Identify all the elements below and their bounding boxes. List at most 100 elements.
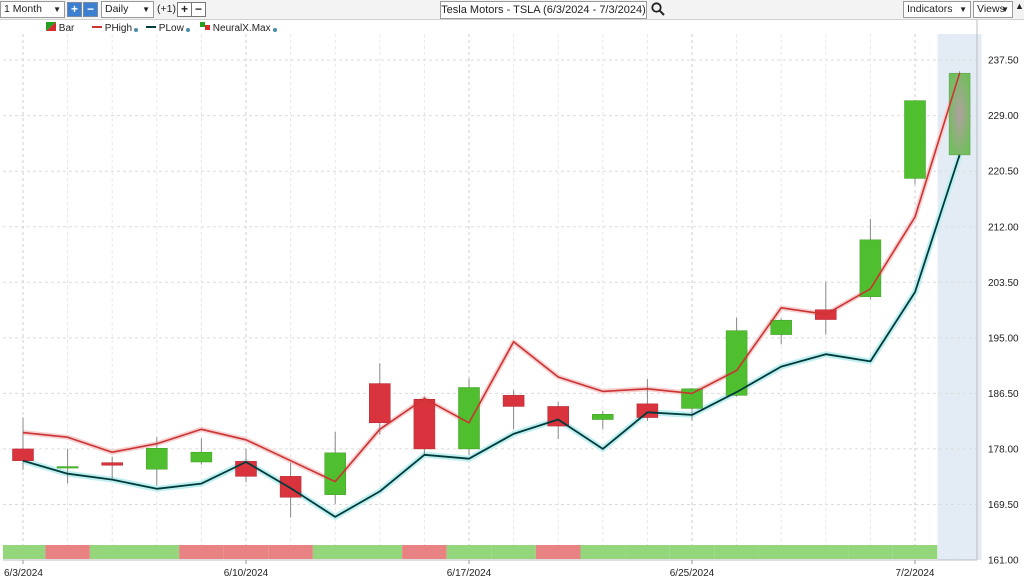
legend-settings-dot[interactable] [272, 28, 277, 32]
neuralx-strip-segment [3, 545, 46, 559]
candle-body [904, 100, 926, 179]
candle-body [369, 383, 391, 424]
y-tick-label: 161.00 [988, 556, 1019, 567]
neuralx-strip-segment [892, 545, 938, 559]
interval-select[interactable]: Daily ▼ [101, 1, 154, 18]
indicators-select[interactable]: Indicators ▼ [903, 1, 971, 18]
views-select[interactable]: Views ▼ [973, 1, 1013, 18]
y-tick-label: 237.50 [988, 56, 1019, 67]
candle-body [56, 466, 79, 469]
candle-body [681, 388, 703, 409]
collapse-arrow-icon[interactable]: ▲ [1015, 1, 1024, 11]
bar-swatch-icon [200, 22, 210, 30]
neuralx-strip-segment [179, 545, 224, 559]
neuralx-strip-segment [535, 545, 581, 559]
offset-label: (+1) [157, 3, 176, 15]
plus-icon: + [70, 2, 78, 16]
phigh-line [22, 72, 961, 483]
x-tick-label: 6/25/2024 [670, 568, 715, 579]
candle-body [770, 319, 792, 335]
neuralx-strip-segment [758, 545, 804, 559]
period-select[interactable]: 1 Month ▼ [0, 1, 65, 18]
toolbar: 1 Month ▼ + − Daily ▼ (+1) + − Tesla Mot… [0, 0, 1024, 20]
phigh-glow [22, 72, 962, 485]
chevron-down-icon: ▼ [53, 5, 61, 14]
legend-label: NeuralX.Max [212, 23, 271, 34]
neuralx-strip-segment [134, 545, 180, 559]
period-select-label: 1 Month [4, 3, 42, 15]
candle-body [547, 406, 569, 427]
candle-body [235, 461, 257, 477]
neuralx-strip-segment [803, 545, 849, 559]
neuralx-strip-segment [45, 545, 90, 559]
line-swatch-icon [92, 26, 102, 28]
candle-body [458, 387, 480, 450]
legend-item-plow[interactable]: PLow [146, 22, 190, 34]
y-tick-label: 212.00 [988, 222, 1019, 233]
neuralx-strip-segment [312, 545, 358, 559]
x-tick-label: 7/2/2024 [896, 568, 935, 579]
plus-icon: + [180, 2, 188, 16]
neuralx-strip-segment [89, 545, 135, 559]
y-tick-label: 203.50 [988, 278, 1019, 289]
neuralx-strip-segment [669, 545, 715, 559]
line-swatch-icon [146, 26, 156, 28]
legend-settings-dot[interactable] [185, 28, 190, 32]
x-tick-label: 6/3/2024 [4, 568, 43, 579]
y-tick-label: 195.00 [988, 333, 1019, 344]
candle-body [413, 399, 436, 450]
candle-body [324, 452, 346, 495]
chevron-down-icon: ▼ [959, 5, 967, 14]
y-tick-label: 229.00 [988, 111, 1019, 122]
neuralx-strip-segment [357, 545, 403, 559]
candle-body [636, 403, 659, 418]
legend-label: PHigh [104, 23, 133, 34]
neuralx-strip-segment [625, 545, 670, 559]
views-label: Views [977, 3, 1005, 15]
neuralx-strip-segment [848, 545, 893, 559]
candle-body [146, 448, 168, 470]
x-tick-label: 6/17/2024 [447, 568, 492, 579]
forecast-candle [948, 72, 971, 156]
legend-label: PLow [158, 23, 184, 34]
legend-label: Bar [58, 23, 75, 34]
candle-body [592, 414, 614, 420]
y-tick-label: 169.50 [988, 500, 1019, 511]
candle-body [279, 476, 302, 498]
search-icon[interactable] [650, 1, 666, 17]
neuralx-strip-segment [446, 545, 492, 559]
legend-item-phigh[interactable]: PHigh [92, 22, 139, 34]
minus-icon: − [194, 2, 202, 16]
neuralx-strip-segment [402, 545, 447, 559]
candle-body [502, 395, 525, 407]
legend-item-bar[interactable]: Bar [46, 22, 74, 34]
y-tick-label: 220.50 [988, 167, 1019, 178]
interval-select-label: Daily [105, 3, 129, 15]
candle-body [190, 451, 213, 463]
plow-line [22, 154, 961, 518]
chevron-down-icon: ▼ [142, 5, 150, 14]
x-tick-label: 6/10/2024 [224, 568, 269, 579]
minus-icon: − [86, 2, 94, 16]
zoom-in-button[interactable]: + [67, 2, 82, 17]
neuralx-strip-segment [714, 545, 759, 559]
candle-body [101, 462, 123, 466]
bar-swatch-icon [46, 22, 56, 31]
legend-settings-dot[interactable] [134, 28, 139, 32]
candle-body [12, 448, 34, 461]
candle-body [859, 239, 882, 297]
y-tick-label: 178.00 [988, 444, 1019, 455]
indicators-label: Indicators [907, 3, 953, 15]
symbol-title-field[interactable]: Tesla Motors - TSLA (6/3/2024 - 7/3/2024… [440, 1, 647, 19]
neuralx-strip-segment [491, 545, 536, 559]
candle-body [725, 330, 748, 396]
offset-decrease-button[interactable]: − [191, 2, 206, 17]
chevron-down-icon: ▼ [1001, 5, 1009, 14]
neuralx-strip-segment [580, 545, 626, 559]
neuralx-strip-segment [223, 545, 269, 559]
zoom-out-button[interactable]: − [83, 2, 98, 17]
neuralx-strip-segment [268, 545, 313, 559]
y-tick-label: 186.50 [988, 389, 1019, 400]
legend-item-neuralx[interactable]: NeuralX.Max [200, 22, 277, 34]
